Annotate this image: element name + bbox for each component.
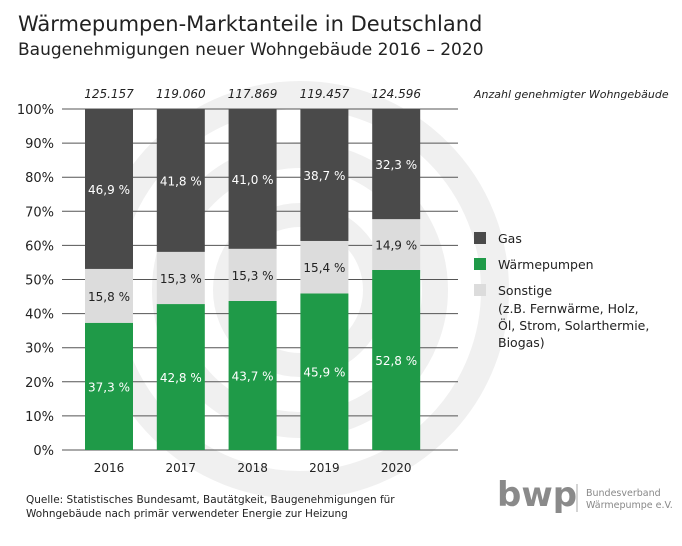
data-label: 37,3 % <box>88 380 130 394</box>
bwp-logo: bwp <box>497 478 578 515</box>
bar-sonstige-2019 <box>300 240 349 294</box>
total-label: 119.457 <box>300 87 350 101</box>
y-tick-label: 50% <box>25 274 54 289</box>
totals-caption: Anzahl genehmigter Wohngebäude <box>473 88 669 101</box>
bar-gas-2016 <box>85 109 133 269</box>
y-tick-label: 10% <box>25 410 54 425</box>
chart-title: Wärmepumpen-Marktanteile in Deutschland <box>18 12 483 36</box>
data-label: 52,8 % <box>375 354 417 368</box>
total-label: 124.596 <box>371 87 421 101</box>
legend-label: Sonstige <box>498 283 552 298</box>
x-tick-label: 2020 <box>381 461 412 475</box>
legend-note: Öl, Strom, Solarthermie, <box>498 317 649 333</box>
data-label: 43,7 % <box>232 369 274 383</box>
bar-gas-2020 <box>372 109 421 220</box>
x-tick-label: 2018 <box>237 461 268 475</box>
data-label: 45,9 % <box>303 366 345 380</box>
y-tick-label: 20% <box>25 376 54 391</box>
legend-swatch <box>474 232 486 244</box>
bar-wärmepumpen-2019 <box>300 293 349 450</box>
svg-text:bwp: bwp <box>497 478 577 515</box>
bar-wärmepumpen-2016 <box>85 322 133 450</box>
total-label: 119.060 <box>156 87 206 101</box>
source-line: Wohngebäude nach primär verwendeter Ener… <box>26 508 348 520</box>
data-label: 15,8 % <box>88 290 130 304</box>
source-line: Quelle: Statistisches Bundesamt, Bautätg… <box>26 494 395 506</box>
chart-subtitle: Baugenehmigungen neuer Wohngebäude 2016 … <box>18 40 484 60</box>
source-note: Quelle: Statistisches Bundesamt, Bautätg… <box>26 493 395 521</box>
legend-label: Gas <box>498 231 522 246</box>
legend-swatch <box>474 284 486 296</box>
legend-note: (z.B. Fernwärme, Holz, <box>498 301 639 316</box>
data-label: 15,3 % <box>160 272 202 286</box>
y-tick-label: 80% <box>25 171 54 186</box>
bar-sonstige-2020 <box>372 219 421 270</box>
data-label: 42,8 % <box>160 371 202 385</box>
x-tick-label: 2019 <box>309 461 340 475</box>
bar-wärmepumpen-2020 <box>372 269 421 450</box>
bar-gas-2019 <box>300 109 349 241</box>
legend-swatch <box>474 258 486 270</box>
y-tick-label: 90% <box>25 137 54 152</box>
data-label: 41,0 % <box>232 173 274 187</box>
y-tick-label: 40% <box>25 308 54 323</box>
data-label: 32,3 % <box>375 158 417 172</box>
x-tick-label: 2016 <box>94 461 125 475</box>
data-label: 41,8 % <box>160 175 202 189</box>
legend-note: Biogas) <box>498 335 545 350</box>
y-tick-label: 60% <box>25 239 54 254</box>
logo-text: Bundesverband Wärmepumpe e.V. <box>586 488 673 511</box>
total-label: 117.869 <box>228 87 278 101</box>
data-label: 14,9 % <box>375 239 417 253</box>
bar-wärmepumpen-2017 <box>156 304 205 450</box>
legend-label: Wärmepumpen <box>498 257 594 272</box>
y-tick-label: 100% <box>17 103 54 118</box>
bar-gas-2017 <box>156 109 205 252</box>
data-label: 15,3 % <box>232 269 274 283</box>
y-tick-label: 30% <box>25 342 54 357</box>
x-tick-label: 2017 <box>166 461 197 475</box>
bar-sonstige-2017 <box>156 251 205 305</box>
total-label: 125.157 <box>84 87 134 101</box>
bar-sonstige-2018 <box>228 248 277 301</box>
data-label: 46,9 % <box>88 183 130 197</box>
y-tick-label: 0% <box>33 444 54 459</box>
data-label: 15,4 % <box>303 261 345 275</box>
bar-sonstige-2016 <box>85 268 133 323</box>
bar-wärmepumpen-2018 <box>228 300 277 450</box>
bar-gas-2018 <box>228 109 277 249</box>
y-tick-label: 70% <box>25 205 54 220</box>
data-label: 38,7 % <box>303 169 345 183</box>
